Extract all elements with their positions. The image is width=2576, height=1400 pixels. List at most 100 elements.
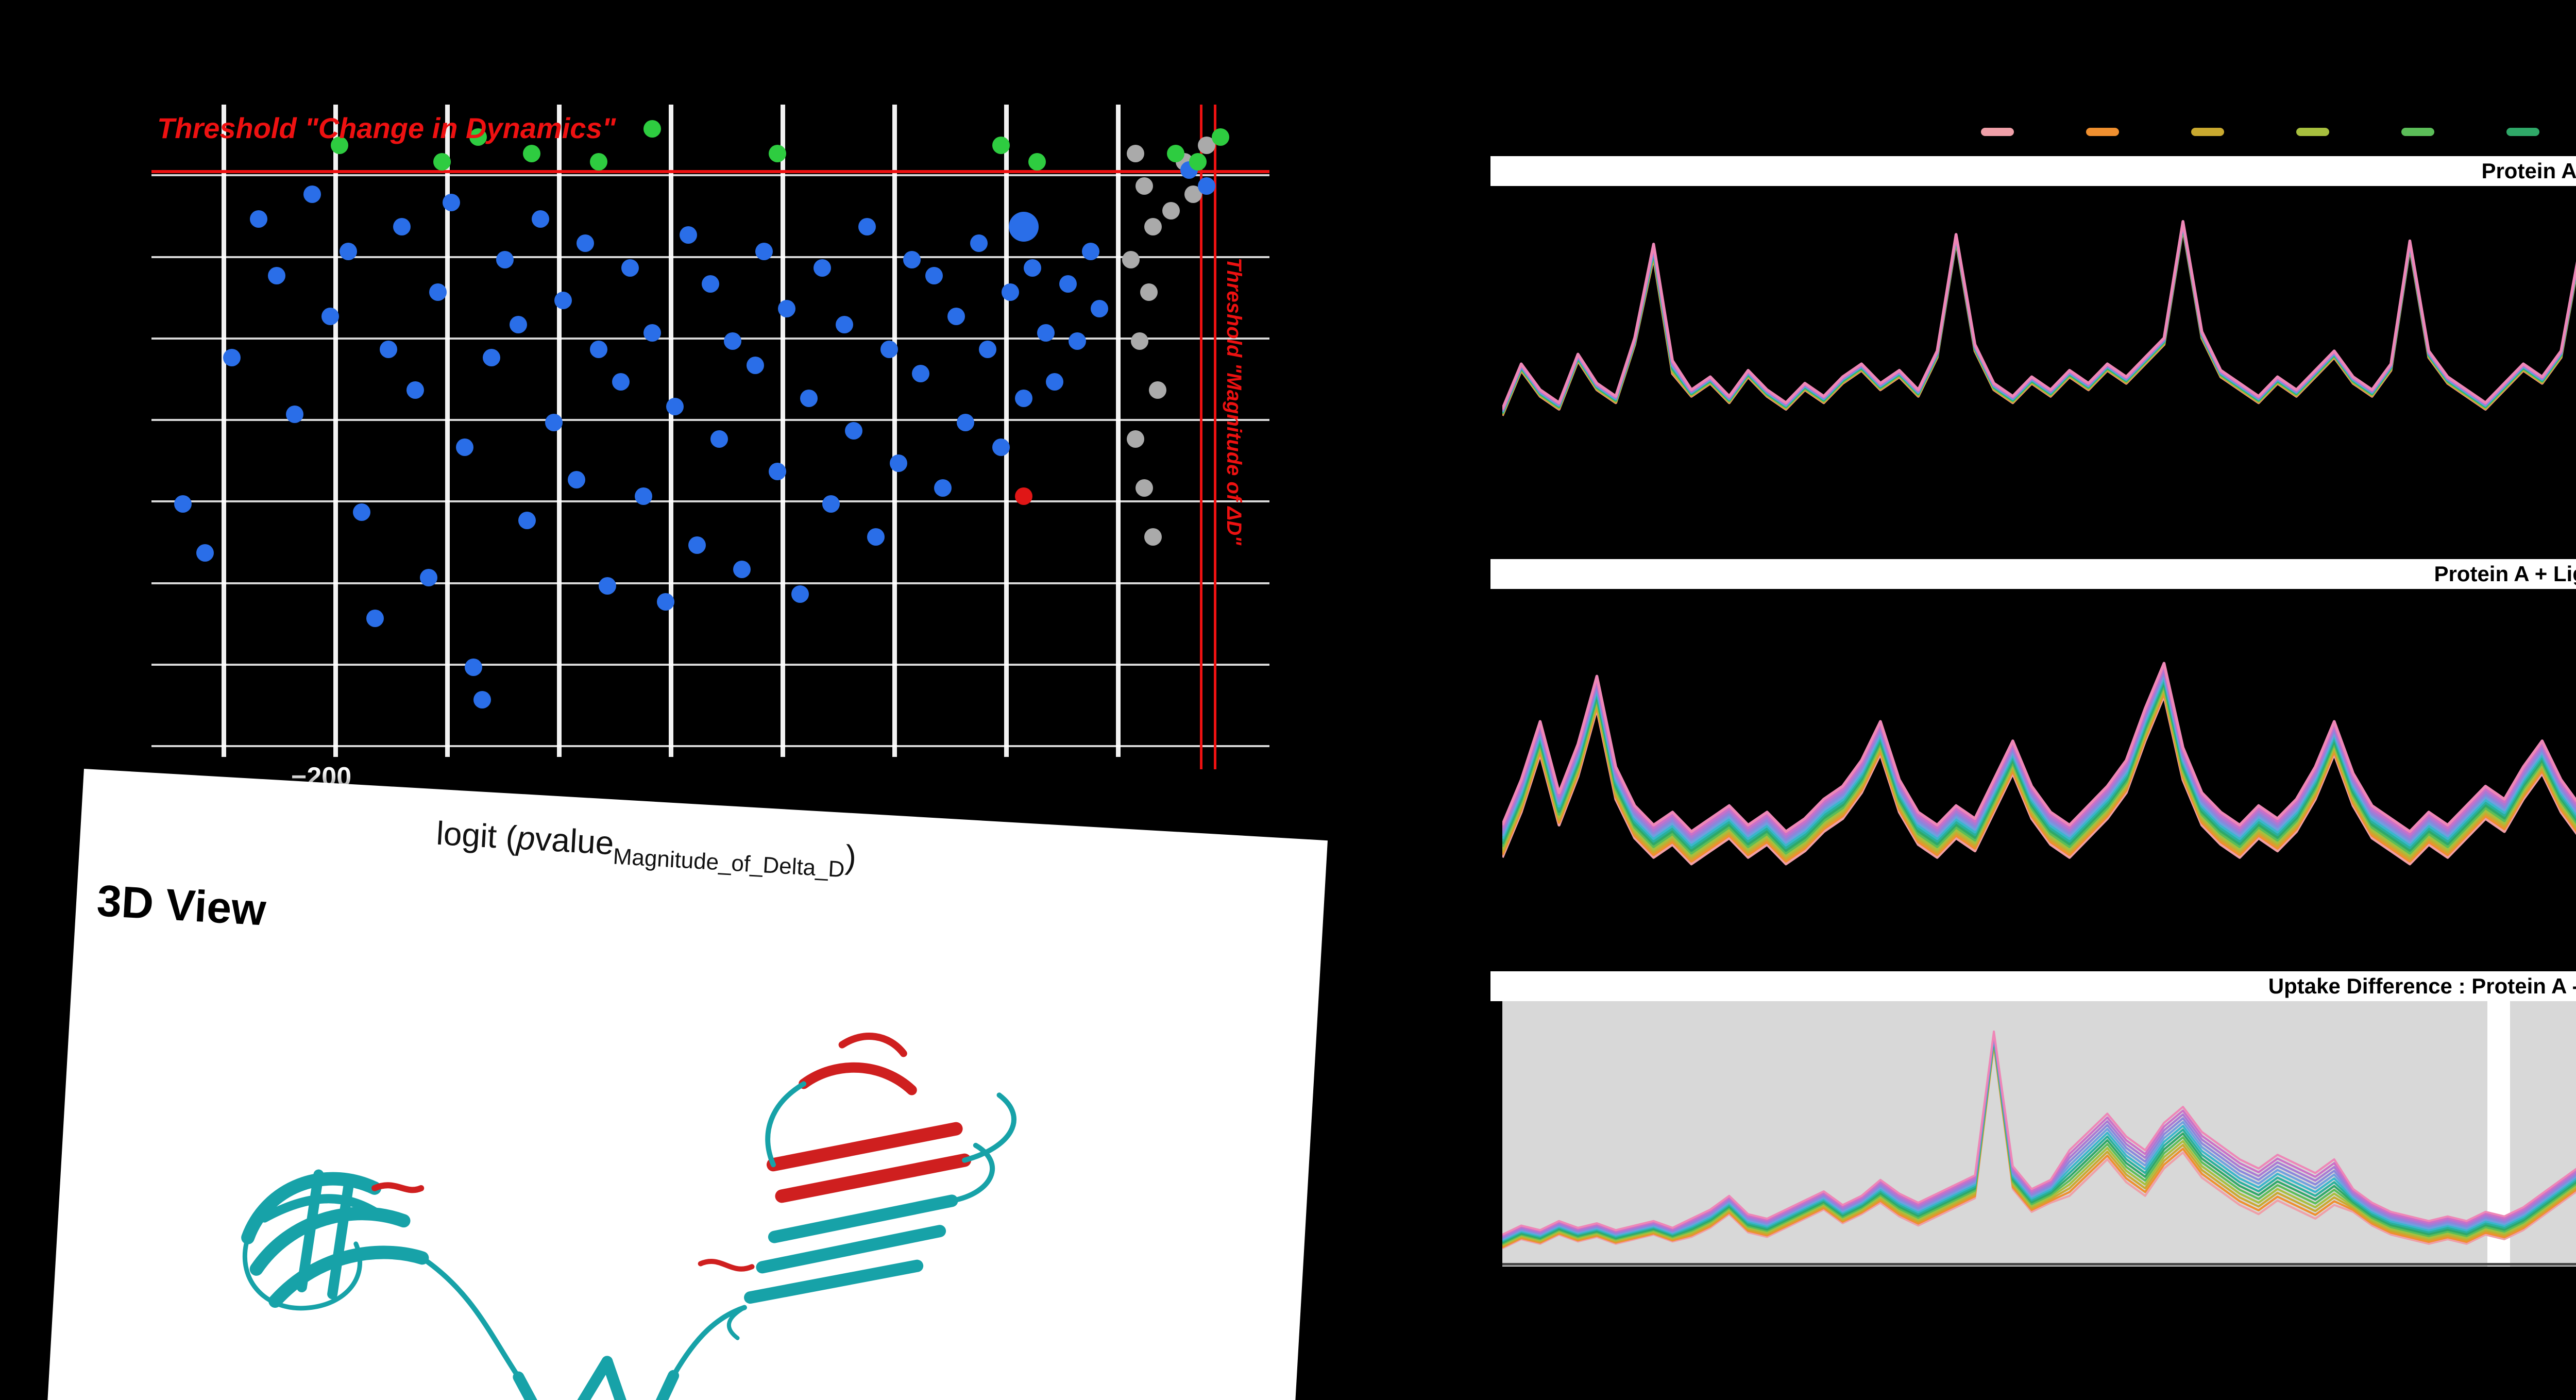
scatter-point-green[interactable] <box>522 144 540 162</box>
scatter-point-green[interactable] <box>433 153 451 171</box>
uptake-series-line[interactable] <box>1501 615 2576 833</box>
scatter-point-blue[interactable] <box>814 259 831 277</box>
scatter-point-blue[interactable] <box>532 210 550 228</box>
scatter-point-green[interactable] <box>590 153 607 171</box>
scatter-point-blue[interactable] <box>925 267 943 285</box>
uptake-series-line[interactable] <box>1501 615 2576 838</box>
scatter-point-blue[interactable] <box>755 242 773 260</box>
uptake-series-line[interactable] <box>1502 1042 2576 1247</box>
scatter-point-blue[interactable] <box>554 291 572 309</box>
legend-swatch[interactable] <box>2086 128 2119 136</box>
scatter-point-green[interactable] <box>769 144 787 162</box>
scatter-point-blue[interactable] <box>688 536 706 554</box>
scatter-point-blue[interactable] <box>406 381 425 399</box>
scatter-point-blue[interactable] <box>867 528 885 546</box>
uptake-series-line[interactable] <box>1502 1032 2576 1240</box>
scatter-point-blue[interactable] <box>710 430 728 448</box>
scatter-point-blue[interactable] <box>612 373 630 391</box>
scatter-point-blue[interactable] <box>947 308 965 326</box>
uptake-series-line[interactable] <box>1501 615 2576 841</box>
scatter-point-blue[interactable] <box>174 495 192 513</box>
uptake-series-line[interactable] <box>1502 1033 2576 1241</box>
scatter-point-blue[interactable] <box>393 218 411 236</box>
scatter-point-gray[interactable] <box>1126 430 1144 448</box>
scatter-point-blue[interactable] <box>934 479 952 497</box>
scatter-point-blue[interactable] <box>590 340 607 358</box>
scatter-point-gray[interactable] <box>1122 250 1140 268</box>
scatter-point-blue[interactable] <box>482 348 500 366</box>
scatter-point-blue[interactable] <box>979 340 997 358</box>
scatter-point-blue[interactable] <box>679 226 697 244</box>
scatter-point-blue[interactable] <box>836 316 854 334</box>
scatter-point-blue[interactable] <box>473 691 492 709</box>
uptake-series-line[interactable] <box>1502 1044 2576 1250</box>
scatter-point-blue[interactable] <box>545 414 563 432</box>
scatter-point-green[interactable] <box>1189 153 1207 171</box>
scatter-point-gray[interactable] <box>1149 381 1166 399</box>
scatter-point-blue[interactable] <box>643 324 662 342</box>
scatter-point-blue[interactable] <box>822 495 840 513</box>
uptake-chart-protein-a[interactable] <box>1501 186 2576 547</box>
scatter-point-blue[interactable] <box>911 365 929 383</box>
scatter-point-blue[interactable] <box>746 357 764 375</box>
uptake-series-line[interactable] <box>1501 649 2576 863</box>
uptake-series-line[interactable] <box>1501 645 2576 860</box>
scatter-point-blue[interactable] <box>634 487 652 505</box>
scatter-point-gray[interactable] <box>1162 201 1180 220</box>
uptake-series-line[interactable] <box>1502 1043 2576 1249</box>
uptake-series-line[interactable] <box>1502 1038 2576 1244</box>
scatter-point-blue[interactable] <box>250 210 268 228</box>
uptake-series-line[interactable] <box>1502 1039 2576 1245</box>
scatter-point-blue[interactable] <box>1001 283 1019 301</box>
scatter-point-blue[interactable] <box>791 585 809 603</box>
scatter-point-blue[interactable] <box>455 438 473 456</box>
legend-swatch[interactable] <box>2191 128 2224 136</box>
scatter-point-blue[interactable] <box>223 348 241 366</box>
scatter-point-blue[interactable] <box>576 234 594 252</box>
scatter-point-blue[interactable] <box>1046 373 1064 391</box>
scatter-point-blue[interactable] <box>380 340 398 358</box>
legend-swatch[interactable] <box>2296 128 2329 136</box>
protein-structure[interactable] <box>174 946 1154 1400</box>
scatter-point-blue[interactable] <box>621 259 639 277</box>
scatter-point-blue[interactable] <box>567 470 585 488</box>
scatter-point-blue[interactable] <box>844 422 862 440</box>
scatter-point-gray[interactable] <box>1144 528 1162 546</box>
scatter-point-blue[interactable] <box>733 561 751 579</box>
scatter-point-gray[interactable] <box>1144 218 1162 236</box>
legend-swatch[interactable] <box>2506 128 2539 136</box>
scatter-point-blue[interactable] <box>1037 324 1055 342</box>
uptake-series-line[interactable] <box>1501 623 2576 847</box>
scatter-point-gray[interactable] <box>1131 332 1149 350</box>
uptake-series-line[interactable] <box>1502 1034 2576 1242</box>
uptake-series-line[interactable] <box>1501 640 2576 857</box>
scatter-point-blue[interactable] <box>970 234 988 252</box>
scatter-point-blue[interactable] <box>442 193 460 211</box>
scatter-point-blue[interactable] <box>285 406 303 424</box>
scatter-point-blue[interactable] <box>464 658 482 676</box>
scatter-point-highlight[interactable] <box>1008 212 1039 242</box>
scatter-point-blue[interactable] <box>666 397 684 415</box>
scatter-point-blue[interactable] <box>777 299 795 317</box>
scatter-point-gray[interactable] <box>1140 283 1158 301</box>
uptake-series-line[interactable] <box>1501 636 2576 855</box>
scatter-point-blue[interactable] <box>196 544 214 562</box>
scatter-point-green[interactable] <box>330 137 348 155</box>
scatter-point-blue[interactable] <box>956 414 974 432</box>
uptake-difference-chart[interactable] <box>1502 1001 2576 1267</box>
scatter-point-blue[interactable] <box>702 275 719 293</box>
scatter-point-blue[interactable] <box>992 438 1010 456</box>
scatter-point-blue[interactable] <box>599 577 617 595</box>
uptake-series-line[interactable] <box>1501 220 2576 410</box>
scatter-point-green[interactable] <box>1166 144 1184 162</box>
scatter-point-gray[interactable] <box>1135 479 1153 497</box>
scatter-point-gray[interactable] <box>1126 144 1144 162</box>
uptake-series-line[interactable] <box>1501 619 2576 844</box>
scatter-point-blue[interactable] <box>420 568 438 586</box>
scatter-point-green[interactable] <box>1211 128 1229 146</box>
uptake-series-line[interactable] <box>1501 615 2576 836</box>
uptake-series-line[interactable] <box>1501 628 2576 849</box>
uptake-series-line[interactable] <box>1502 1040 2576 1246</box>
scatter-point-blue[interactable] <box>880 340 899 358</box>
scatter-point-gray[interactable] <box>1135 177 1153 195</box>
